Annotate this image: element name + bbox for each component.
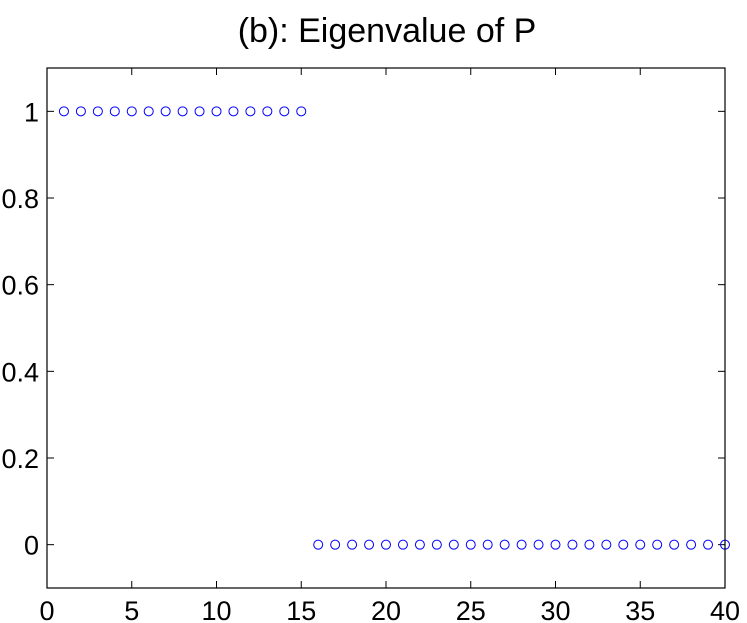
data-point <box>669 539 680 550</box>
data-point <box>245 106 256 117</box>
data-point <box>143 106 154 117</box>
data-point <box>618 539 629 550</box>
data-point <box>652 539 663 550</box>
ticks-layer <box>46 68 726 588</box>
data-point <box>211 106 222 117</box>
data-point <box>584 539 595 550</box>
data-point <box>194 106 205 117</box>
data-point <box>330 539 341 550</box>
y-tick-label: 0.2 <box>1 444 39 474</box>
x-tick-label: 25 <box>456 596 486 623</box>
data-point <box>109 106 120 117</box>
data-point <box>499 539 510 550</box>
x-tick-label: 10 <box>201 596 231 623</box>
data-point <box>567 539 578 550</box>
data-point <box>397 539 408 550</box>
x-tick-label: 5 <box>124 596 139 623</box>
plot-frame <box>46 67 726 589</box>
data-point <box>414 539 425 550</box>
data-point <box>703 539 714 550</box>
data-point <box>533 539 544 550</box>
y-tick-label: 1 <box>24 97 39 127</box>
data-point <box>279 106 290 117</box>
data-point <box>228 106 239 117</box>
data-point <box>126 106 137 117</box>
data-point <box>364 539 375 550</box>
data-point <box>601 539 612 550</box>
data-point <box>431 539 442 550</box>
y-tick-label: 0 <box>24 531 39 561</box>
data-point <box>296 106 307 117</box>
data-point <box>58 106 69 117</box>
data-point <box>92 106 103 117</box>
data-point <box>313 539 324 550</box>
data-point <box>516 539 527 550</box>
data-point <box>550 539 561 550</box>
data-point <box>635 539 646 550</box>
data-point <box>448 539 459 550</box>
y-tick-label: 0.8 <box>1 184 39 214</box>
data-point <box>347 539 358 550</box>
points-layer <box>58 106 730 550</box>
x-tick-label: 20 <box>371 596 401 623</box>
y-tick-label: 0.6 <box>1 271 39 301</box>
x-tick-label: 15 <box>286 596 316 623</box>
x-tick-label: 35 <box>625 596 655 623</box>
y-tick-label: 0.4 <box>1 357 39 387</box>
data-point <box>177 106 188 117</box>
data-point <box>160 106 171 117</box>
data-point <box>262 106 273 117</box>
chart-title: (b): Eigenvalue of P <box>238 12 537 50</box>
tick-labels-layer: 0 5 10 15 20 25 30 35 40 0 0.2 0.4 0.6 0.8 1 <box>1 97 740 623</box>
data-point <box>75 106 86 117</box>
x-tick-label: 0 <box>39 596 54 623</box>
data-point <box>381 539 391 550</box>
data-point <box>465 539 476 550</box>
x-tick-label: 40 <box>710 596 740 623</box>
data-point <box>482 539 493 550</box>
data-point <box>686 539 697 550</box>
x-tick-label: 30 <box>540 596 570 623</box>
